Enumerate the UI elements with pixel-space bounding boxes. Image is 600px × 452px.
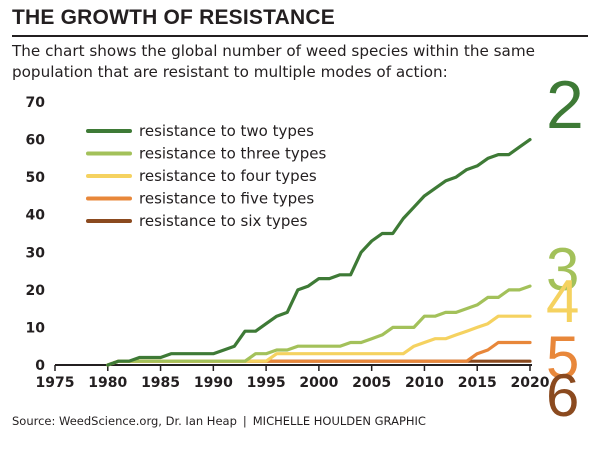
y-tick-label: 60 (26, 133, 46, 149)
series-lines (106, 138, 532, 367)
y-tick-label: 50 (26, 170, 46, 186)
legend-label: resistance to three types (139, 145, 326, 163)
x-tick-label: 1985 (141, 375, 180, 391)
series-end-label: 5 (546, 324, 579, 391)
x-tick-label: 1990 (194, 375, 233, 391)
x-tick-label: 1980 (88, 375, 127, 391)
series-end-label: 6 (546, 362, 579, 429)
source-text: Source: WeedScience.org, Dr. Ian Heap (12, 414, 237, 428)
legend-label: resistance to four types (139, 167, 317, 185)
source-credit: Source: WeedScience.org, Dr. Ian Heap | MI… (12, 414, 426, 428)
legend-label: resistance to six types (139, 212, 308, 230)
series-line-4 (106, 314, 532, 367)
y-tick-label: 10 (26, 320, 46, 336)
x-tick-label: 2005 (352, 375, 391, 391)
x-tick-label: 2000 (299, 375, 338, 391)
series-line-2 (106, 138, 532, 367)
chart-axes: 0 10 20 30 40 50 60 70 1975 1980 1985 1990 1995 2000 2… (26, 95, 550, 391)
chart-subtitle: The chart shows the global number of wee… (12, 42, 535, 81)
legend-label: resistance to two types (139, 122, 314, 140)
title-rule (12, 35, 588, 37)
y-tick-label: 20 (26, 283, 46, 299)
series-line-3 (106, 284, 532, 367)
chart-title: THE GROWTH OF RESISTANCE (12, 6, 335, 29)
series-end-label: 2 (546, 67, 584, 143)
x-tick-label: 2015 (458, 375, 497, 391)
y-tick-label: 0 (35, 358, 45, 374)
x-tick-label: 2020 (511, 375, 550, 391)
series-end-label: 4 (546, 268, 579, 335)
series-end-label: 3 (546, 236, 579, 303)
y-tick-label: 40 (26, 208, 46, 224)
chart-legend: resistance to two types resistance to thr… (86, 122, 326, 230)
x-tick-label: 1995 (247, 375, 286, 391)
y-tick-label: 70 (26, 95, 46, 111)
x-tick-label: 1975 (36, 375, 75, 391)
x-tick-label: 2010 (405, 375, 444, 391)
graphic-credit: MICHELLE HOULDEN GRAPHIC (252, 414, 426, 428)
y-tick-label: 30 (26, 245, 46, 261)
source-separator: | (242, 414, 247, 428)
legend-label: resistance to five types (139, 190, 314, 208)
